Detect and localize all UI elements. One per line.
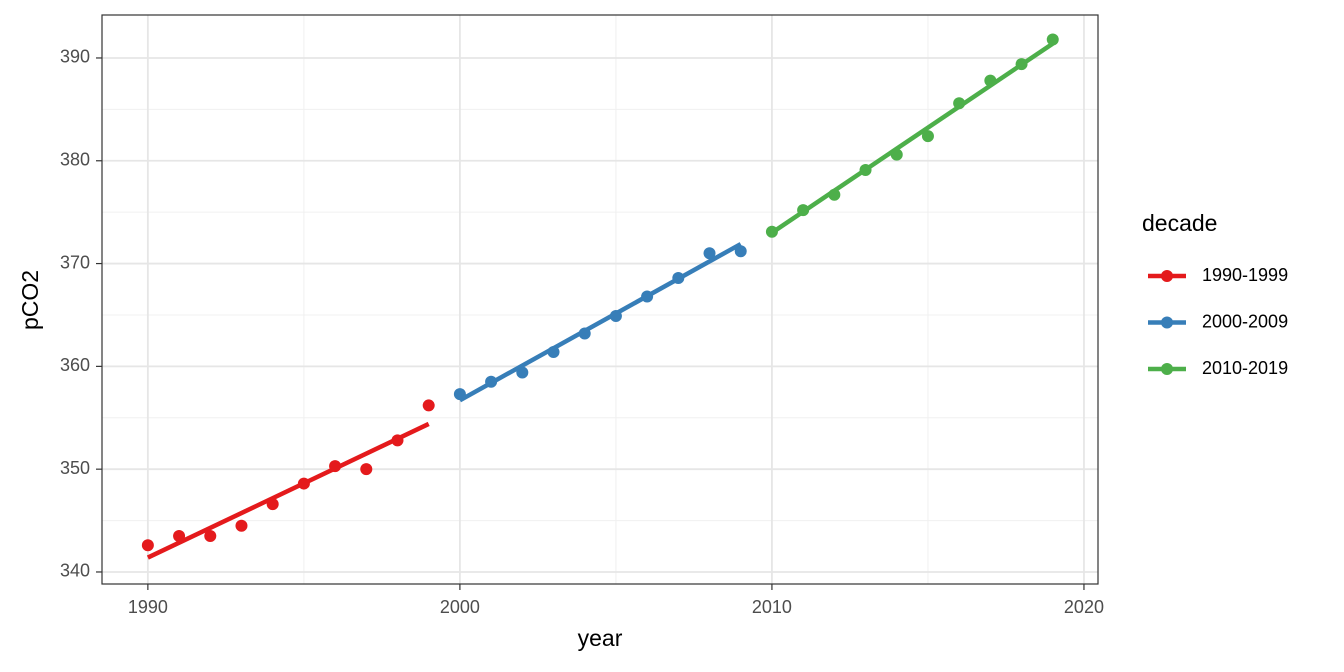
point	[921, 130, 934, 143]
fit-line	[458, 242, 742, 403]
y-tick-label: 380	[60, 150, 90, 170]
point	[360, 463, 373, 476]
point	[578, 327, 591, 340]
legend-point	[1161, 270, 1173, 282]
point	[422, 399, 435, 412]
legend-point	[1161, 363, 1173, 375]
x-tick-label: 2010	[752, 597, 792, 617]
point	[235, 519, 248, 532]
x-tick-label: 1990	[128, 597, 168, 617]
point	[859, 164, 872, 177]
point	[1046, 33, 1059, 46]
point	[391, 434, 404, 447]
point	[828, 188, 841, 201]
point	[797, 204, 810, 217]
point	[984, 74, 997, 87]
x-axis-title: year	[578, 625, 623, 651]
point	[547, 345, 560, 358]
marks	[141, 33, 1059, 560]
y-tick-label: 350	[60, 458, 90, 478]
point	[953, 97, 966, 110]
point	[703, 247, 716, 260]
point	[765, 225, 778, 238]
legend-point	[1161, 316, 1173, 329]
point	[266, 498, 279, 511]
point	[173, 529, 186, 542]
point	[516, 366, 529, 379]
legend-label: 2000-2009	[1202, 311, 1288, 331]
point	[485, 375, 498, 388]
point	[297, 477, 310, 490]
point	[609, 309, 622, 322]
point	[1015, 58, 1028, 71]
y-tick-label: 370	[60, 252, 90, 272]
legend-label: 2010-2019	[1202, 358, 1288, 378]
y-tick-label: 390	[60, 47, 90, 67]
fit-line	[146, 421, 430, 560]
x-tick-label: 2000	[440, 597, 480, 617]
y-axis-title: pCO2	[17, 270, 43, 330]
point	[141, 539, 154, 552]
legend-title: decade	[1142, 210, 1217, 236]
fit-line	[770, 41, 1055, 235]
point	[329, 460, 342, 473]
point	[204, 529, 217, 542]
legend-label: 1990-1999	[1202, 265, 1288, 285]
point	[890, 148, 903, 161]
y-tick-label: 340	[60, 561, 90, 581]
point	[453, 388, 466, 401]
point	[734, 245, 747, 258]
point	[641, 290, 654, 303]
grid	[102, 15, 1098, 584]
panel-border	[101, 14, 1099, 585]
x-tick-label: 2020	[1064, 597, 1104, 617]
y-tick-label: 360	[60, 355, 90, 375]
point	[672, 271, 685, 284]
